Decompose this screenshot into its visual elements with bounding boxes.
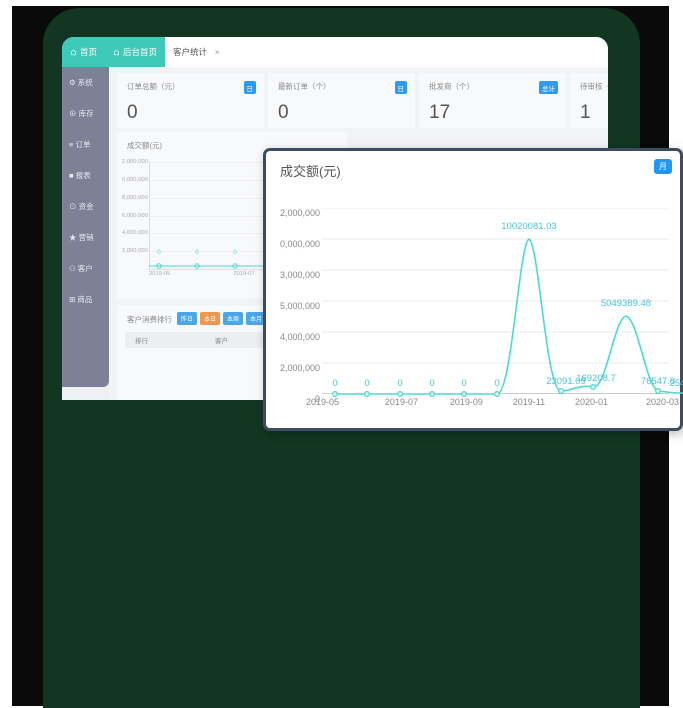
svg-text:10020081.03: 10020081.03 xyxy=(501,221,556,232)
svg-text:0: 0 xyxy=(429,378,434,389)
svg-text:5049389.48: 5049389.48 xyxy=(601,298,651,309)
svg-text:0: 0 xyxy=(397,378,402,389)
svg-text:0: 0 xyxy=(461,378,466,389)
svg-text:0: 0 xyxy=(494,378,499,389)
svg-text:0: 0 xyxy=(195,249,199,256)
svg-text:0: 0 xyxy=(332,378,337,389)
svg-text:0: 0 xyxy=(233,249,237,256)
svg-text:169208.7: 169208.7 xyxy=(576,373,616,384)
svg-text:0: 0 xyxy=(364,378,369,389)
svg-text:0: 0 xyxy=(157,249,161,256)
svg-text:25418.: 25418. xyxy=(669,378,683,389)
